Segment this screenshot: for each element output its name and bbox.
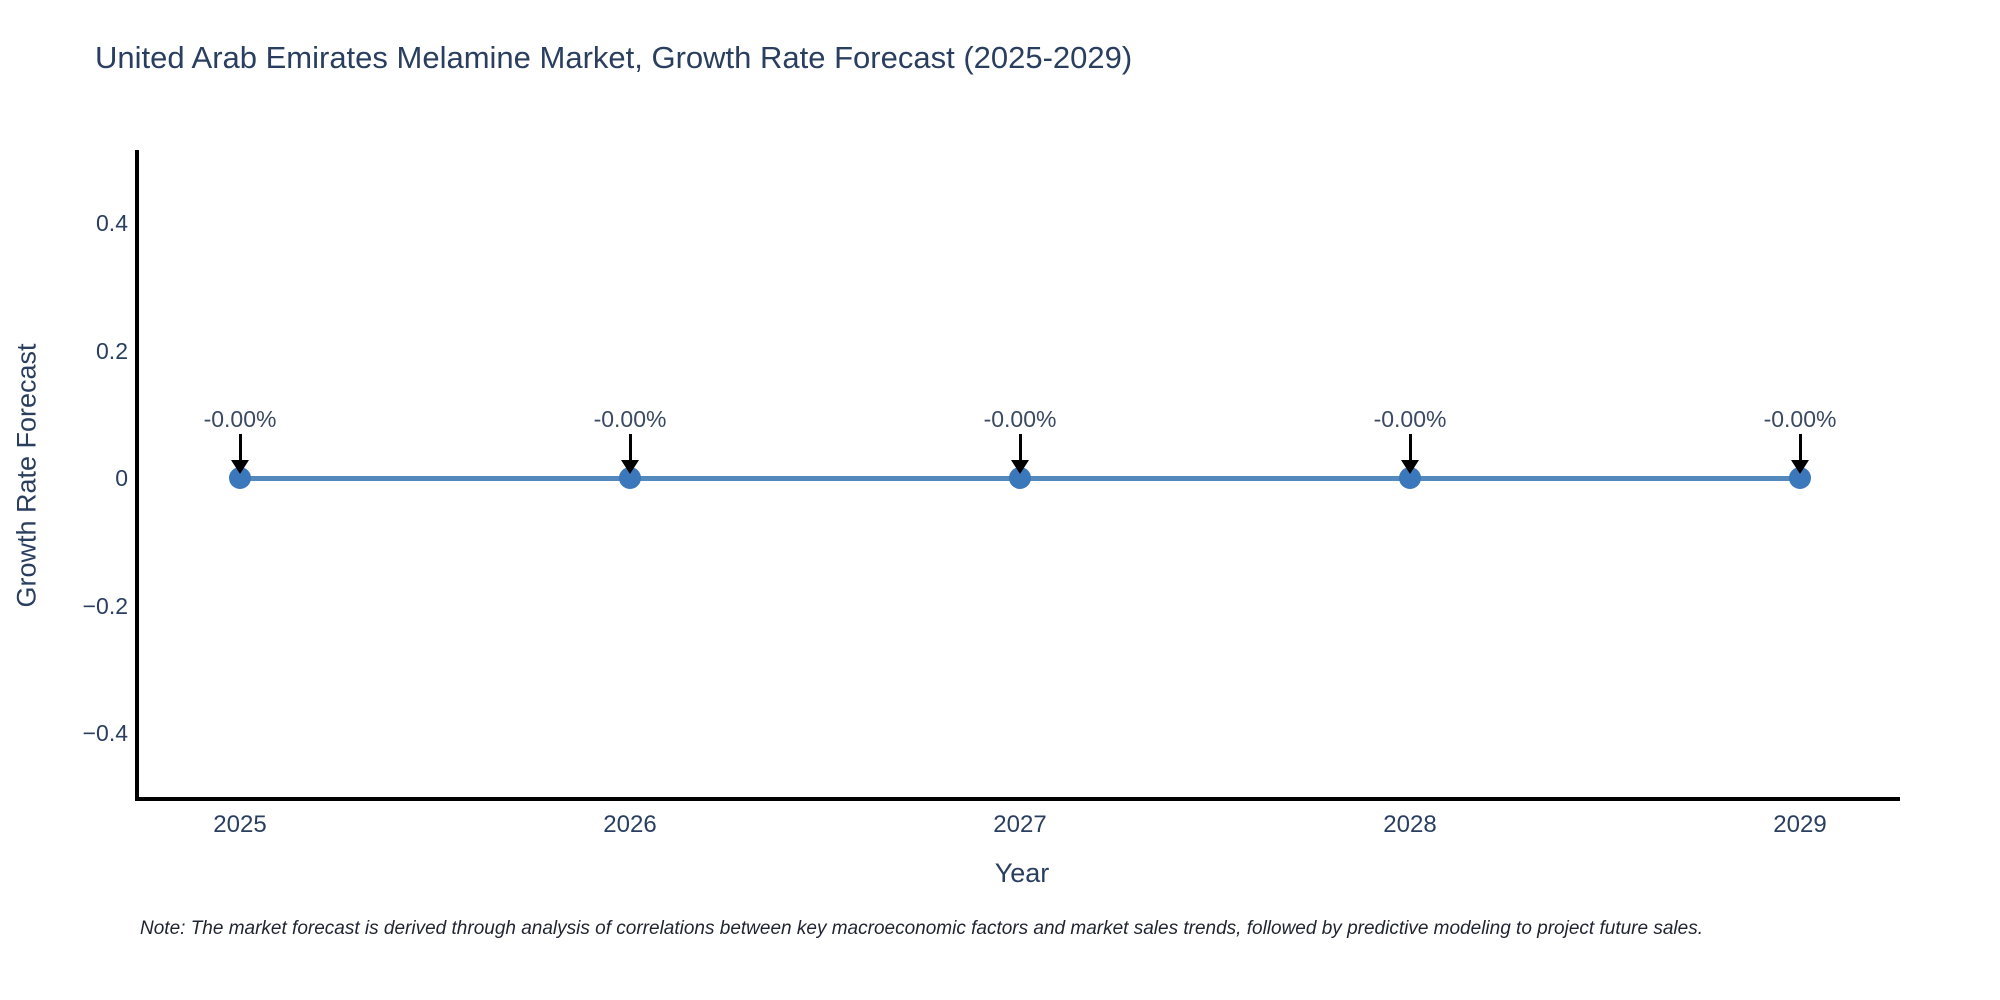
arrow-down-icon [1011, 460, 1029, 474]
arrow-down-icon [231, 460, 249, 474]
y-tick-label: 0.2 [96, 337, 128, 364]
x-axis-line [135, 797, 1900, 801]
x-tick-label: 2027 [993, 811, 1047, 838]
annotation-label: -0.00% [593, 406, 667, 432]
x-tick-label: 2026 [603, 811, 657, 838]
y-tick-label: 0.4 [96, 210, 128, 236]
annotation-label: -0.00% [1373, 406, 1447, 432]
arrow-down-icon [621, 460, 639, 474]
annotation-label: -0.00% [203, 406, 277, 432]
annotation-arrow-line [1408, 434, 1412, 462]
y-tick-label: 0 [115, 465, 128, 491]
chart-title: United Arab Emirates Melamine Market, Gr… [95, 40, 1133, 75]
x-tick-label: 2029 [1773, 811, 1827, 838]
annotation-arrow-line [628, 434, 632, 462]
annotation-label: -0.00% [983, 406, 1057, 432]
arrow-down-icon [1401, 460, 1419, 474]
y-tick-label: −0.4 [82, 720, 128, 746]
footnote: Note: The market forecast is derived thr… [140, 918, 1703, 939]
x-tick-label: 2025 [213, 811, 267, 838]
x-axis-title: Year [994, 858, 1050, 888]
y-axis-line [135, 150, 139, 800]
x-tick-label: 2028 [1383, 811, 1437, 838]
annotation-arrow-line [238, 434, 242, 462]
annotation-arrow-line [1798, 434, 1802, 462]
annotation-arrow-line [1018, 434, 1022, 462]
y-tick-label: −0.2 [82, 592, 128, 619]
annotation-label: -0.00% [1763, 406, 1837, 432]
arrow-down-icon [1791, 460, 1809, 474]
